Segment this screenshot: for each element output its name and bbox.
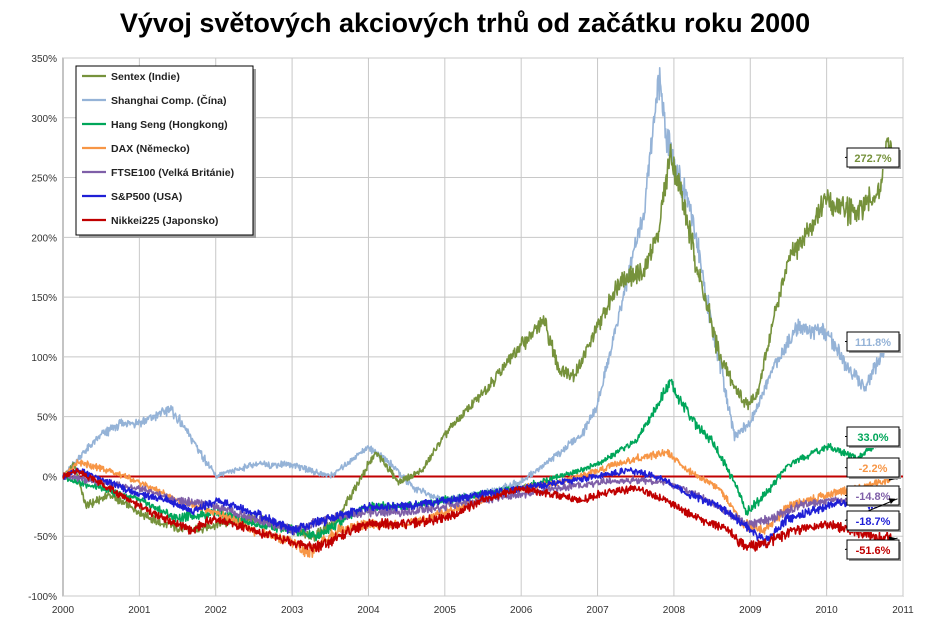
end-value-label: -14.8% (856, 491, 891, 503)
legend-entry: S&P500 (USA) (111, 191, 182, 203)
x-tick-label: 2007 (586, 605, 609, 616)
y-tick-label: 300% (31, 114, 57, 125)
end-value-label: 272.7% (854, 153, 892, 165)
x-tick-label: 2010 (816, 605, 839, 616)
end-value-label: -2.2% (859, 463, 888, 475)
y-tick-label: 200% (31, 233, 57, 244)
y-tick-label: 100% (31, 353, 57, 364)
x-tick-label: 2000 (52, 605, 75, 616)
x-tick-label: 2008 (663, 605, 686, 616)
y-tick-label: -50% (34, 532, 57, 543)
axis-layer: 2000 2001 2002 2003 2004 2005 2006 2007 2008 2009… (28, 54, 914, 616)
y-tick-label: -100% (28, 592, 57, 603)
legend-entry: Shanghai Comp. (Čína) (111, 94, 227, 107)
y-tick-label: 50% (37, 413, 57, 424)
series-line (62, 468, 893, 553)
series-layer (62, 67, 893, 559)
legend-entry: DAX (Německo) (111, 143, 190, 155)
x-tick-label: 2002 (205, 605, 228, 616)
y-tick-label: 250% (31, 174, 57, 185)
callout-box (846, 457, 900, 478)
callout-box (846, 510, 900, 531)
y-tick-label: 150% (31, 293, 57, 304)
callout-arrowhead (888, 498, 896, 505)
end-value-label: 33.0% (857, 432, 888, 444)
x-tick-label: 2005 (434, 605, 457, 616)
y-tick-label: 0% (43, 472, 58, 483)
x-tick-label: 2011 (892, 605, 914, 616)
series-line (62, 137, 893, 542)
legend-box (75, 65, 254, 236)
legend-layer: Sentex (Indie) Shanghai Comp. (Čína) Hang … (75, 65, 256, 238)
end-value-label: -18.7% (856, 516, 891, 528)
x-tick-label: 2006 (510, 605, 533, 616)
legend-entry: Sentex (Indie) (111, 71, 180, 83)
callout-layer: 272.7% 111.8% 33.0% -2.2% -14.8% -18.7% -51.6% (844, 147, 901, 561)
callout-box (846, 485, 900, 506)
chart-title: Vývoj světových akciových trhů od začátk… (119, 8, 811, 38)
callout-box (846, 331, 900, 352)
legend-entry: FTSE100 (Velká Británie) (111, 167, 234, 179)
end-value-label: 111.8% (855, 337, 891, 349)
callout-box (846, 539, 900, 560)
callout-box (846, 147, 900, 168)
series-line (62, 467, 893, 547)
end-value-label: -51.6% (856, 545, 891, 557)
callout-box (846, 426, 900, 447)
legend-entry: Nikkei225 (Japonsko) (111, 215, 218, 227)
legend-entry: Hang Seng (Hongkong) (111, 119, 228, 131)
x-tick-label: 2009 (739, 605, 762, 616)
x-tick-label: 2001 (128, 605, 151, 616)
x-tick-label: 2003 (281, 605, 304, 616)
x-tick-label: 2004 (357, 605, 380, 616)
y-tick-label: 350% (31, 54, 57, 65)
